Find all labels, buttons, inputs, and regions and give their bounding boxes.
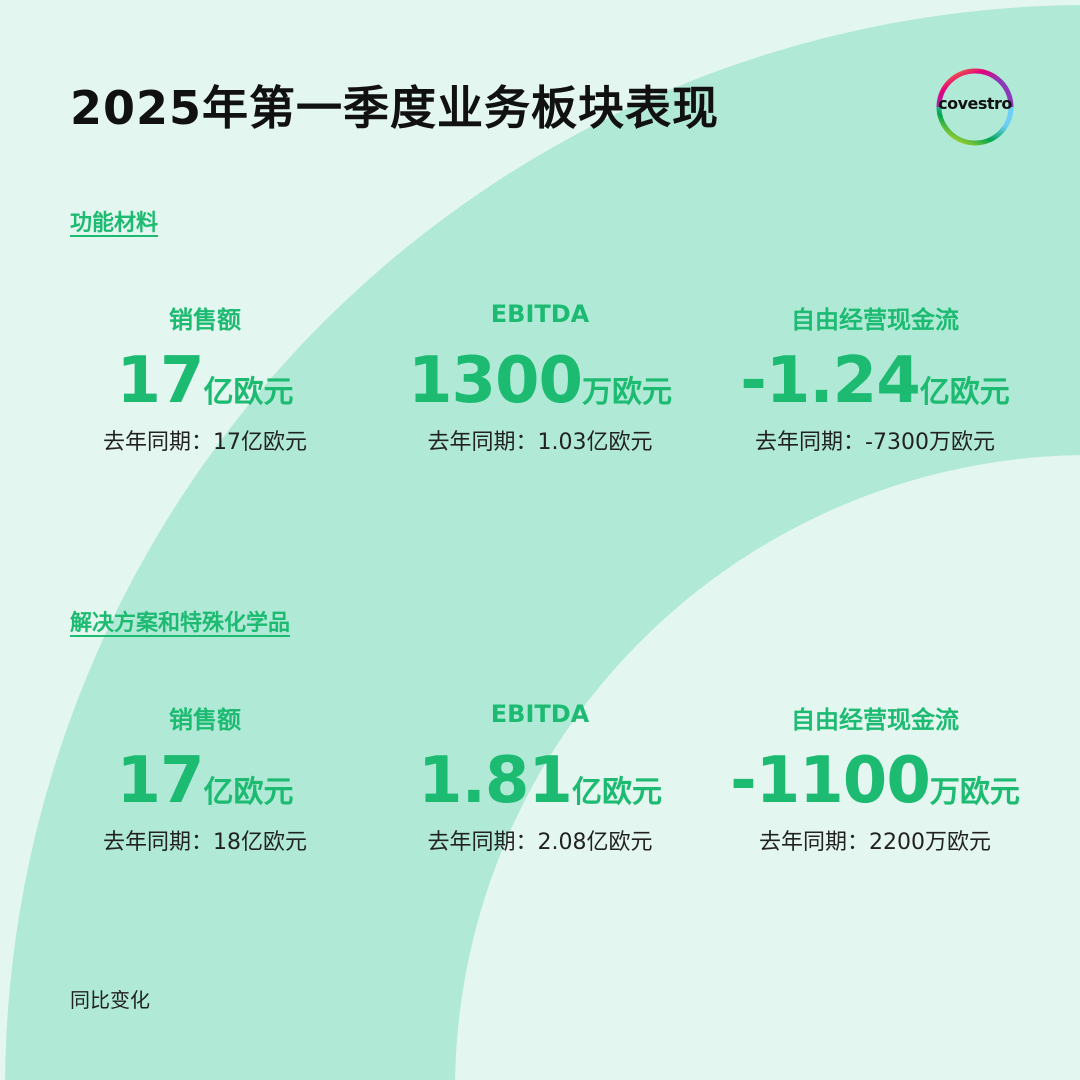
metric-label: 销售额 (169, 706, 241, 734)
metric-unit: 亿欧元 (203, 775, 294, 810)
metric-unit: 亿欧元 (203, 375, 294, 410)
metric-ebitda: EBITDA 1.81亿欧元 去年同期：2.08亿欧元 (360, 700, 720, 856)
metric-sales: 销售额 17亿欧元 去年同期：17亿欧元 (25, 300, 385, 456)
metric-previous: 去年同期：-7300万欧元 (755, 430, 995, 455)
metric-label: EBITDA (490, 700, 590, 728)
metric-previous: 去年同期：1.03亿欧元 (427, 430, 653, 455)
metric-value: -1.24 (740, 344, 920, 418)
metric-sales: 销售额 17亿欧元 去年同期：18亿欧元 (25, 700, 385, 856)
metric-previous: 去年同期：2.08亿欧元 (427, 830, 653, 855)
metric-value: 1.81 (418, 744, 573, 818)
metric-free-cash-flow: 自由经营现金流 -1100万欧元 去年同期：2200万欧元 (695, 700, 1055, 856)
metric-label: 销售额 (169, 306, 241, 334)
metric-label: 自由经营现金流 (791, 306, 959, 334)
metric-previous: 去年同期：2200万欧元 (759, 830, 991, 855)
section-title-functional-materials: 功能材料 (70, 211, 159, 236)
metric-unit: 万欧元 (929, 775, 1020, 810)
metric-previous: 去年同期：17亿欧元 (103, 430, 307, 455)
metric-value: 17 (116, 744, 204, 818)
metric-unit: 万欧元 (582, 375, 673, 410)
metric-value: -1100 (730, 744, 931, 818)
page-title: 2025年第一季度业务板块表现 (70, 81, 720, 135)
metric-free-cash-flow: 自由经营现金流 -1.24亿欧元 去年同期：-7300万欧元 (695, 300, 1055, 456)
footer-note: 同比变化 (70, 988, 150, 1012)
metric-unit: 亿欧元 (919, 375, 1010, 410)
metric-label: EBITDA (490, 300, 590, 328)
metric-unit: 亿欧元 (571, 775, 662, 810)
metric-value: 1300 (407, 344, 583, 418)
covestro-logo-ring (936, 68, 1014, 146)
metric-label: 自由经营现金流 (791, 706, 959, 734)
section-title-solutions-specialties: 解决方案和特殊化学品 (70, 611, 291, 636)
metric-value: 17 (116, 344, 204, 418)
covestro-logo-text: covestro (938, 94, 1012, 113)
metric-previous: 去年同期：18亿欧元 (103, 830, 307, 855)
metric-ebitda: EBITDA 1300万欧元 去年同期：1.03亿欧元 (360, 300, 720, 456)
